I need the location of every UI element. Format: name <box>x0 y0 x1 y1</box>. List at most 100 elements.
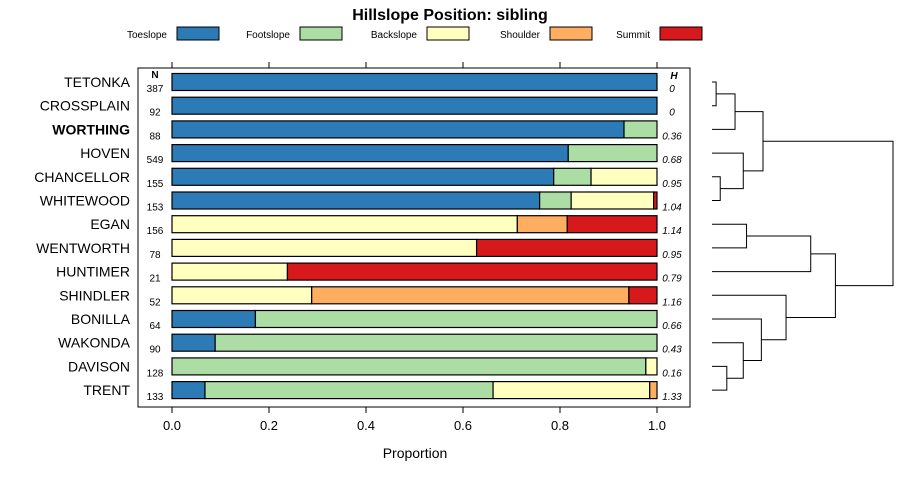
dendrogram-branch-11 <box>786 253 836 319</box>
bar-row-tetonka: TETONKA 387 0 <box>64 72 675 95</box>
bar-segment-crossplain-toeslope <box>171 96 658 115</box>
h-value-huntimer: 0.79 <box>662 274 682 285</box>
row-label-crossplain: CROSSPLAIN <box>40 98 130 114</box>
n-value-crossplain: 92 <box>149 108 161 119</box>
row-label-bonilla: BONILLA <box>71 311 131 327</box>
h-column-header: H <box>670 71 678 82</box>
legend-label-shoulder: Shoulder <box>500 30 541 41</box>
row-label-whitewood: WHITEWOOD <box>40 193 130 209</box>
bar-segment-bonilla-footslope <box>254 309 658 329</box>
dendrogram-merge-0 <box>712 81 717 107</box>
bar-segment-egan-summit <box>566 215 658 234</box>
bar-row-chancellor: CHANCELLOR 155 0.95 <box>34 167 682 190</box>
dendrogram-branch-8 <box>712 342 744 379</box>
h-value-crossplain: 0 <box>669 108 675 119</box>
dendrogram-branch-2 <box>712 176 721 201</box>
x-tick-label-5: 1.0 <box>648 418 666 433</box>
legend-label-footslope: Footslope <box>246 30 290 41</box>
panel-frame <box>137 67 691 408</box>
bar-segment-trent-shoulder <box>649 381 658 400</box>
dendrogram-merge-8 <box>712 342 744 379</box>
bar-segment-whitewood-toeslope <box>171 191 541 210</box>
bar-row-huntimer: HUNTIMER 21 0.79 <box>56 262 682 285</box>
dendrogram-merge-11 <box>786 253 836 319</box>
h-value-shindler: 1.16 <box>662 297 682 308</box>
bar-row-trent: TRENT 133 1.33 <box>83 381 682 403</box>
h-value-whitewood: 1.04 <box>662 203 682 214</box>
bar-row-crossplain: CROSSPLAIN 92 0 <box>40 96 675 119</box>
bar-segment-chancellor-footslope <box>553 167 592 186</box>
bar-segment-whitewood-backslope <box>570 191 655 210</box>
dendrogram-merge-7 <box>712 365 728 391</box>
bar-segment-trent-toeslope <box>171 381 206 400</box>
bar-segment-trent-backslope <box>492 381 651 400</box>
h-value-tetonka: 0 <box>669 84 675 95</box>
n-value-whitewood: 153 <box>147 203 164 214</box>
dendrogram-branch-7 <box>712 365 728 391</box>
bar-segment-egan-backslope <box>171 215 518 234</box>
row-label-tetonka: TETONKA <box>64 74 131 90</box>
h-value-davison: 0.16 <box>662 368 682 379</box>
h-value-worthing: 0.36 <box>662 131 682 142</box>
x-tick-label-2: 0.4 <box>357 418 375 433</box>
x-tick-label-3: 0.6 <box>454 418 472 433</box>
dendrogram-merge-9 <box>712 318 762 361</box>
dendrogram-merge-10 <box>712 294 787 341</box>
dendrogram-merge-3 <box>712 152 744 190</box>
dendrogram-branch-1 <box>712 93 736 130</box>
bar-segment-egan-shoulder <box>516 215 568 234</box>
bar-segment-wentworth-summit <box>475 238 658 257</box>
n-value-hoven: 549 <box>147 155 164 166</box>
legend-swatch-toeslope <box>176 26 220 41</box>
n-column-header: N <box>151 70 158 81</box>
bar-row-davison: DAVISON 128 0.16 <box>68 357 682 379</box>
dendrogram-branch-5 <box>712 223 748 249</box>
row-label-hoven: HOVEN <box>80 145 130 161</box>
n-value-huntimer: 21 <box>149 274 161 285</box>
row-label-huntimer: HUNTIMER <box>56 264 130 280</box>
dendrogram-merge-12 <box>763 140 894 287</box>
row-label-worthing: WORTHING <box>52 121 130 137</box>
h-value-chancellor: 0.95 <box>662 179 682 190</box>
x-tick-label-1: 0.2 <box>260 418 278 433</box>
x-axis-label: Proportion <box>383 445 448 461</box>
h-value-bonilla: 0.66 <box>662 321 682 332</box>
bar-row-worthing: WORTHING 88 0.36 <box>52 120 682 142</box>
h-value-trent: 1.33 <box>662 392 682 403</box>
n-value-shindler: 52 <box>149 297 161 308</box>
dendrogram-branch-3 <box>712 152 744 190</box>
row-label-davison: DAVISON <box>68 358 130 374</box>
dendrogram-merge-6 <box>712 235 812 273</box>
bar-segment-trent-footslope <box>204 381 494 400</box>
bar-segment-wakonda-toeslope <box>171 333 216 352</box>
dendrogram-merge-4 <box>735 111 764 172</box>
bar-row-wentworth: WENTWORTH 78 0.95 <box>36 238 682 261</box>
legend-label-summit: Summit <box>616 30 650 41</box>
n-value-wentworth: 78 <box>149 250 161 261</box>
row-label-trent: TRENT <box>83 382 130 398</box>
dendrogram-branch-6 <box>712 235 812 273</box>
n-value-trent: 133 <box>147 392 164 403</box>
dendrogram-merge-2 <box>712 176 721 201</box>
row-label-wentworth: WENTWORTH <box>36 240 130 256</box>
n-value-egan: 156 <box>147 226 164 237</box>
legend-label-toeslope: Toeslope <box>127 30 167 41</box>
h-value-wentworth: 0.95 <box>662 250 682 261</box>
bar-segment-wentworth-backslope <box>171 238 478 257</box>
legend-swatch-footslope <box>299 26 343 41</box>
h-value-wakonda: 0.43 <box>662 345 682 356</box>
bar-segment-shindler-shoulder <box>311 286 630 305</box>
dendrogram-branch-0 <box>712 81 717 107</box>
x-axis: 0.0 0.2 0.4 0.6 0.8 1.0 N H <box>137 62 691 433</box>
bar-segment-huntimer-backslope <box>171 262 289 281</box>
legend-swatch-shoulder <box>549 26 593 41</box>
bar-segment-chancellor-toeslope <box>171 167 555 186</box>
bar-segment-bonilla-toeslope <box>171 309 257 329</box>
n-value-wakonda: 90 <box>149 345 161 356</box>
row-label-shindler: SHINDLER <box>59 287 130 303</box>
bar-row-hoven: HOVEN 549 0.68 <box>80 144 682 166</box>
n-value-bonilla: 64 <box>149 321 161 332</box>
bar-segment-shindler-summit <box>628 286 658 305</box>
legend: Toeslope Footslope Backslope Shoulder Summit <box>127 26 703 41</box>
